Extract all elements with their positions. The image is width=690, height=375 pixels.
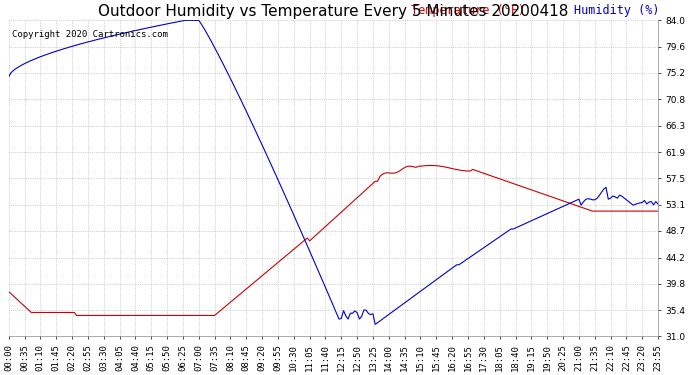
- Text: Copyright 2020 Cartronics.com: Copyright 2020 Cartronics.com: [12, 30, 168, 39]
- Title: Outdoor Humidity vs Temperature Every 5 Minutes 20200418: Outdoor Humidity vs Temperature Every 5 …: [98, 4, 569, 19]
- Text: Humidity (%): Humidity (%): [573, 4, 659, 17]
- Text: Temperature (°F): Temperature (°F): [411, 4, 525, 17]
